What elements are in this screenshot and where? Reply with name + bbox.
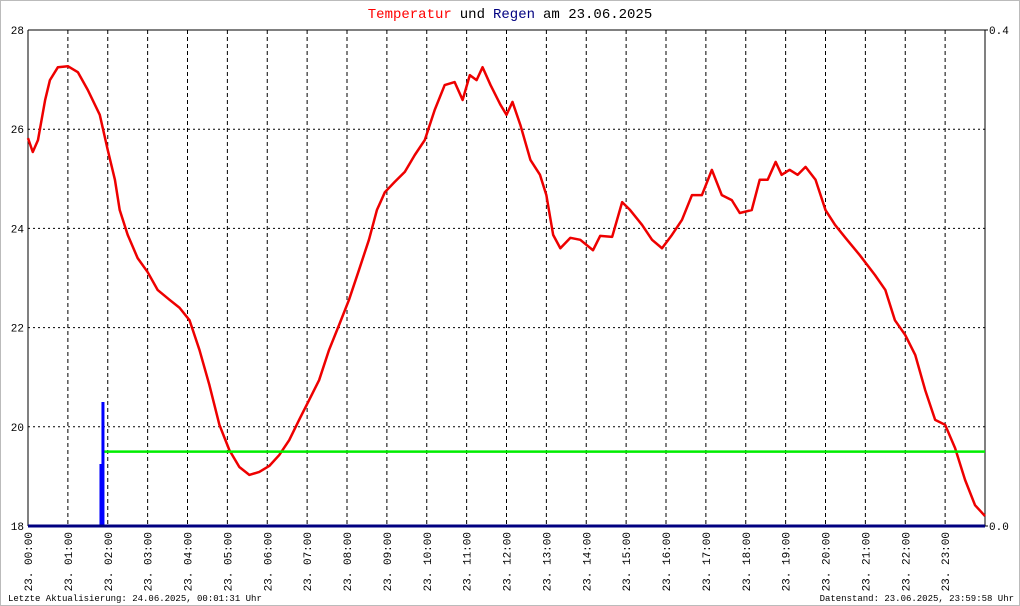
x-tick-label: 23. 22:00 [901,532,913,591]
x-tick-label: 23. 04:00 [184,532,196,591]
x-tick-label: 23. 23:00 [941,532,953,591]
x-tick-label: 23. 17:00 [702,532,714,591]
x-tick-label: 23. 13:00 [542,532,554,591]
x-tick-label: 23. 12:00 [503,532,515,591]
x-tick-label: 23. 11:00 [463,532,475,591]
footer-left: Letzte Aktualisierung: 24.06.2025, 00:01… [8,594,262,604]
x-tick-label: 23. 02:00 [104,532,116,591]
title-part: Regen [493,7,535,23]
rain-bar [101,402,105,526]
y-tick-label: 22 [11,324,24,336]
x-tick-label: 23. 08:00 [343,532,355,591]
x-tick-label: 23. 19:00 [782,532,794,591]
x-tick-label: 23. 10:00 [423,532,435,591]
x-tick-label: 23. 05:00 [223,532,235,591]
y-tick-label: 18 [11,522,24,534]
x-tick-label: 23. 09:00 [383,532,395,591]
temperature-line [26,64,986,517]
chart-title: Temperatur und Regen am 23.06.2025 [368,7,652,23]
x-tick-label: 23. 15:00 [622,532,634,591]
y2-tick-label: 0.4 [989,26,1009,38]
y-tick-label: 24 [11,224,25,236]
x-tick-label: 23. 14:00 [582,532,594,591]
x-tick-label: 23. 03:00 [144,532,156,591]
y-tick-label: 20 [11,423,24,435]
x-tick-label: 23. 07:00 [303,532,315,591]
x-tick-label: 23. 21:00 [861,532,873,591]
title-part: und [460,7,485,23]
x-tick-label: 23. 06:00 [263,532,275,591]
x-tick-label: 23. 20:00 [822,532,834,591]
rain-bar [99,464,103,526]
y-tick-label: 26 [11,125,24,137]
title-part: am 23.06.2025 [543,7,652,23]
footer-right: Datenstand: 23.06.2025, 23:59:58 Uhr [820,594,1014,604]
x-tick-label: 23. 18:00 [742,532,754,591]
y2-tick-label: 0.0 [989,522,1009,534]
y-tick-label: 28 [11,26,24,38]
x-tick-label: 23. 00:00 [24,532,36,591]
x-tick-label: 23. 16:00 [662,532,674,591]
title-part: Temperatur [368,7,452,23]
x-tick-label: 23. 01:00 [64,532,76,591]
